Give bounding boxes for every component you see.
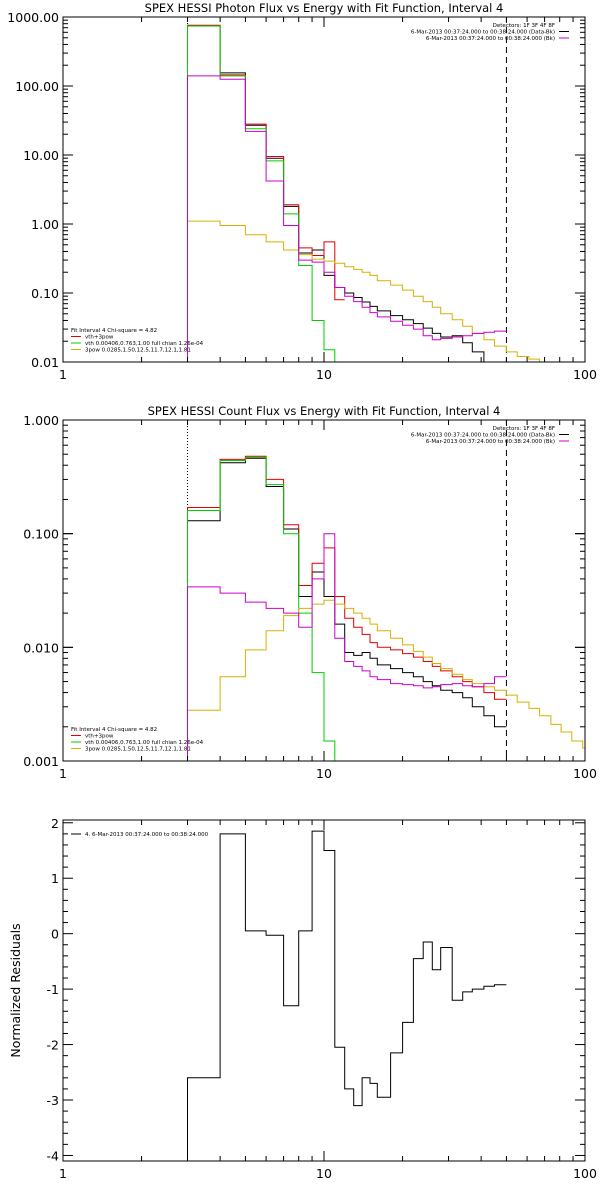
photon-ytick-label: 1.00 <box>31 217 59 232</box>
count-xtick-label: 100 <box>573 766 597 781</box>
residuals-ytick-label: -3 <box>47 1093 59 1108</box>
count-legend-entry: Fit Interval 4 Chi-square = 4.82 <box>71 727 157 733</box>
count-plot-area <box>187 420 585 761</box>
residuals-xtick-label: 10 <box>316 1166 332 1181</box>
residuals-series-total <box>187 830 507 1161</box>
photon-ytick-label: 0.01 <box>31 355 59 370</box>
photon-title: SPEX HESSI Photon Flux vs Energy with Fi… <box>145 1 504 15</box>
photon-xtick-label: 1 <box>59 367 67 382</box>
photon-legend-entry: 3pow 0.0285,1.50,12.5,11.7,12.1,1.81 <box>85 348 191 354</box>
photon-series-thermal <box>187 25 336 362</box>
photon-series-nonthermal <box>187 220 562 362</box>
photon-plot-area <box>187 17 562 362</box>
photon-ytick-label: 10.00 <box>23 148 59 163</box>
count-xtick-label: 1 <box>59 766 67 781</box>
count-series-thermal <box>187 456 336 761</box>
residuals-xtick-label: 100 <box>573 1166 597 1181</box>
residuals-axes-frame <box>62 819 586 1162</box>
count-legend-entry: Detectors: 1F 3F 4F 8F <box>493 426 555 432</box>
photon-legend-entry: 6-Mar-2013 00:37:24.000 to 00:38:24.000 … <box>411 30 555 36</box>
count-legend-entry: 6-Mar-2013 00:37:24.000 to 00:38:24.000 … <box>426 439 555 445</box>
photon-ytick-label: 1000.00 <box>7 10 59 25</box>
photon-xtick-label: 100 <box>573 367 597 382</box>
photon-legend-entry: 6-Mar-2013 00:37:24.000 to 00:38:24.000 … <box>426 36 555 42</box>
count-legend-entry: 6-Mar-2013 00:37:24.000 to 00:38:24.000 … <box>411 433 555 439</box>
photon-legend-entry: Detectors: 1F 3F 4F 8F <box>493 23 555 29</box>
residuals-legend-entry: 4. 6-Mar-2013 00:37:24.000 to 00:38:24.0… <box>85 832 209 838</box>
count-legend-entry: vth+3pow <box>85 734 114 740</box>
count-ytick-label: 0.010 <box>23 640 59 655</box>
residuals-ytick-label: 2 <box>51 816 59 831</box>
count-series-background <box>187 533 507 761</box>
count-ytick-label: 1.000 <box>23 413 59 428</box>
photon-ytick-label: 0.10 <box>31 286 59 301</box>
residuals-ytick-label: 0 <box>51 927 59 942</box>
count-panel: 1 10 100 0.001 0.010 0.100 1.000 SPEX HESSI Cou… <box>23 404 597 781</box>
count-legend-entry: 3pow 0.0285,1.50,12.5,11.7,12.1,1.81 <box>85 747 191 753</box>
photon-xtick-label: 10 <box>316 367 332 382</box>
residuals-panel: 1 10 100 -4 -3 -2 -1 0 1 2 Normalized Residuals 4. … <box>8 816 597 1181</box>
photon-panel: 1 10 100 0.01 0.10 1.00 10.00 100.00 1000.00 SPEX… <box>7 1 597 382</box>
residuals-ytick-label: -2 <box>47 1038 59 1053</box>
photon-series-background <box>187 75 507 362</box>
residuals-plot-area <box>187 830 507 1161</box>
photon-ytick-label: 100.00 <box>15 79 59 94</box>
residuals-ylabel: Normalized Residuals <box>8 923 23 1057</box>
count-legend-entry: vth 0.00406,0.763,1.00 full chian 1.26e-… <box>85 740 204 746</box>
residuals-ytick-label: -4 <box>47 1148 60 1163</box>
count-series-total <box>187 457 507 761</box>
count-ytick-label: 0.100 <box>23 527 59 542</box>
photon-series-fit <box>187 24 345 362</box>
photon-legend-entry: Fit Interval 4 Chi-square = 4.82 <box>71 328 157 334</box>
count-series-fit <box>187 455 507 761</box>
residuals-xtick-label: 1 <box>59 1166 67 1181</box>
residuals-ytick-label: -1 <box>47 982 59 997</box>
count-ytick-label: 0.001 <box>23 754 59 769</box>
residuals-ytick-label: 1 <box>51 871 59 886</box>
count-series-nonthermal <box>187 599 585 761</box>
count-title: SPEX HESSI Count Flux vs Energy with Fit… <box>148 404 501 418</box>
count-xtick-label: 10 <box>316 766 332 781</box>
photon-legend-entry: vth+3pow <box>85 335 114 341</box>
photon-legend-entry: vth 0.00406,0.763,1.00 full chian 1.26e-… <box>85 341 204 347</box>
